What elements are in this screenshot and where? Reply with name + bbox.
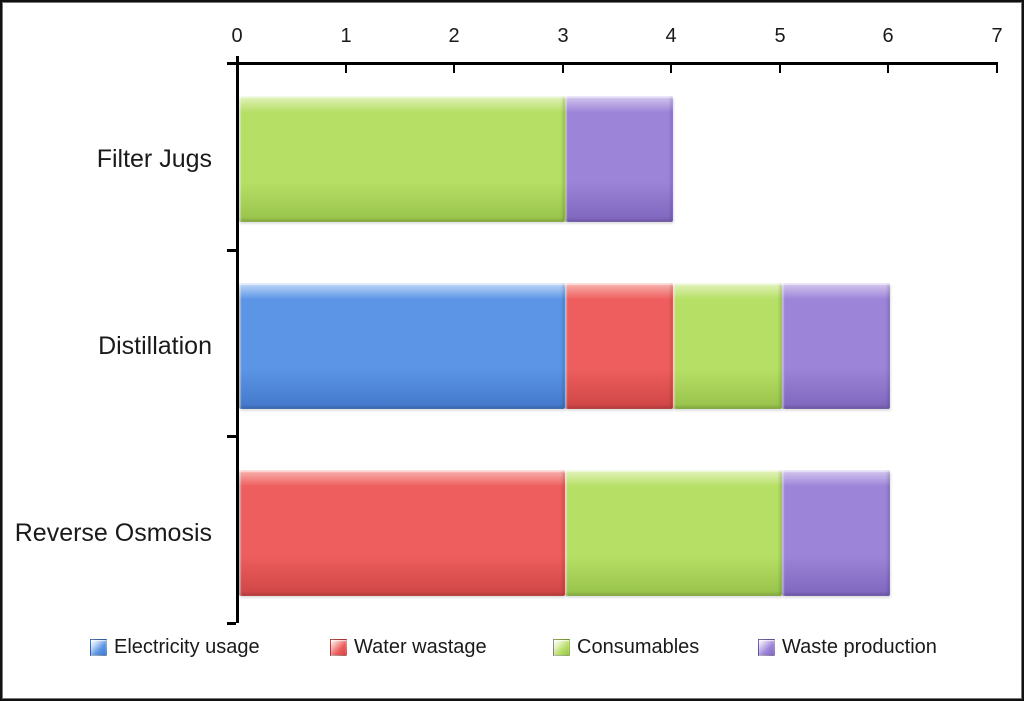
x-axis-tick-label: 2 [448, 25, 460, 47]
legend-item-water-wastage: Water wastage [330, 633, 487, 661]
x-axis-tick-label: 0 [231, 25, 243, 47]
x-axis-tick-label: 6 [882, 25, 894, 47]
x-axis-tick-mark [670, 65, 672, 73]
y-axis-line [236, 56, 239, 623]
legend-item-consumables: Consumables [553, 633, 699, 661]
x-axis-tick-label: 7 [991, 25, 1003, 47]
x-axis-tick-label: 5 [774, 25, 786, 47]
legend-swatch-icon [330, 638, 347, 656]
y-axis-tick-mark [227, 622, 236, 625]
y-axis-tick-mark [227, 62, 236, 65]
bar-segment-distillation-water-wastage [565, 283, 673, 409]
category-label: Reverse Osmosis [14, 519, 212, 547]
legend-swatch-icon [758, 638, 775, 656]
x-axis-tick-mark [345, 65, 347, 73]
bar-segment-reverse-osmosis-waste-production [782, 470, 890, 596]
bar-segment-distillation-waste-production [782, 283, 890, 409]
legend-label: Consumables [577, 635, 700, 658]
legend-label: Waste production [782, 635, 937, 658]
x-axis-tick-mark [779, 65, 781, 73]
x-axis-tick-mark [453, 65, 455, 73]
bar-segment-distillation-electricity-usage [239, 283, 565, 409]
bar-segment-filter-jugs-consumables [239, 96, 565, 222]
bar-segment-filter-jugs-waste-production [565, 96, 673, 222]
x-axis-tick-mark [236, 65, 238, 73]
category-label: Filter Jugs [96, 145, 212, 173]
legend-swatch-icon [553, 638, 570, 656]
bar-segment-reverse-osmosis-consumables [565, 470, 782, 596]
x-axis-tick-mark [996, 65, 998, 73]
legend-swatch-icon [90, 638, 107, 656]
x-axis-tick-mark [562, 65, 564, 73]
x-axis-tick-mark [887, 65, 889, 73]
bar-segment-distillation-consumables [673, 283, 782, 409]
legend-item-waste-production: Waste production [758, 633, 937, 661]
legend-label: Electricity usage [114, 635, 260, 658]
legend-item-electricity-usage: Electricity usage [90, 633, 260, 661]
x-axis-line [228, 62, 998, 65]
bar-segment-reverse-osmosis-water-wastage [239, 470, 565, 596]
legend-label: Water wastage [354, 635, 487, 658]
y-axis-tick-mark [227, 435, 236, 438]
y-axis-tick-mark [227, 249, 236, 252]
x-axis-tick-label: 3 [557, 25, 569, 47]
category-label: Distillation [98, 332, 212, 360]
x-axis-tick-label: 1 [340, 25, 352, 47]
x-axis-tick-label: 4 [665, 25, 677, 47]
